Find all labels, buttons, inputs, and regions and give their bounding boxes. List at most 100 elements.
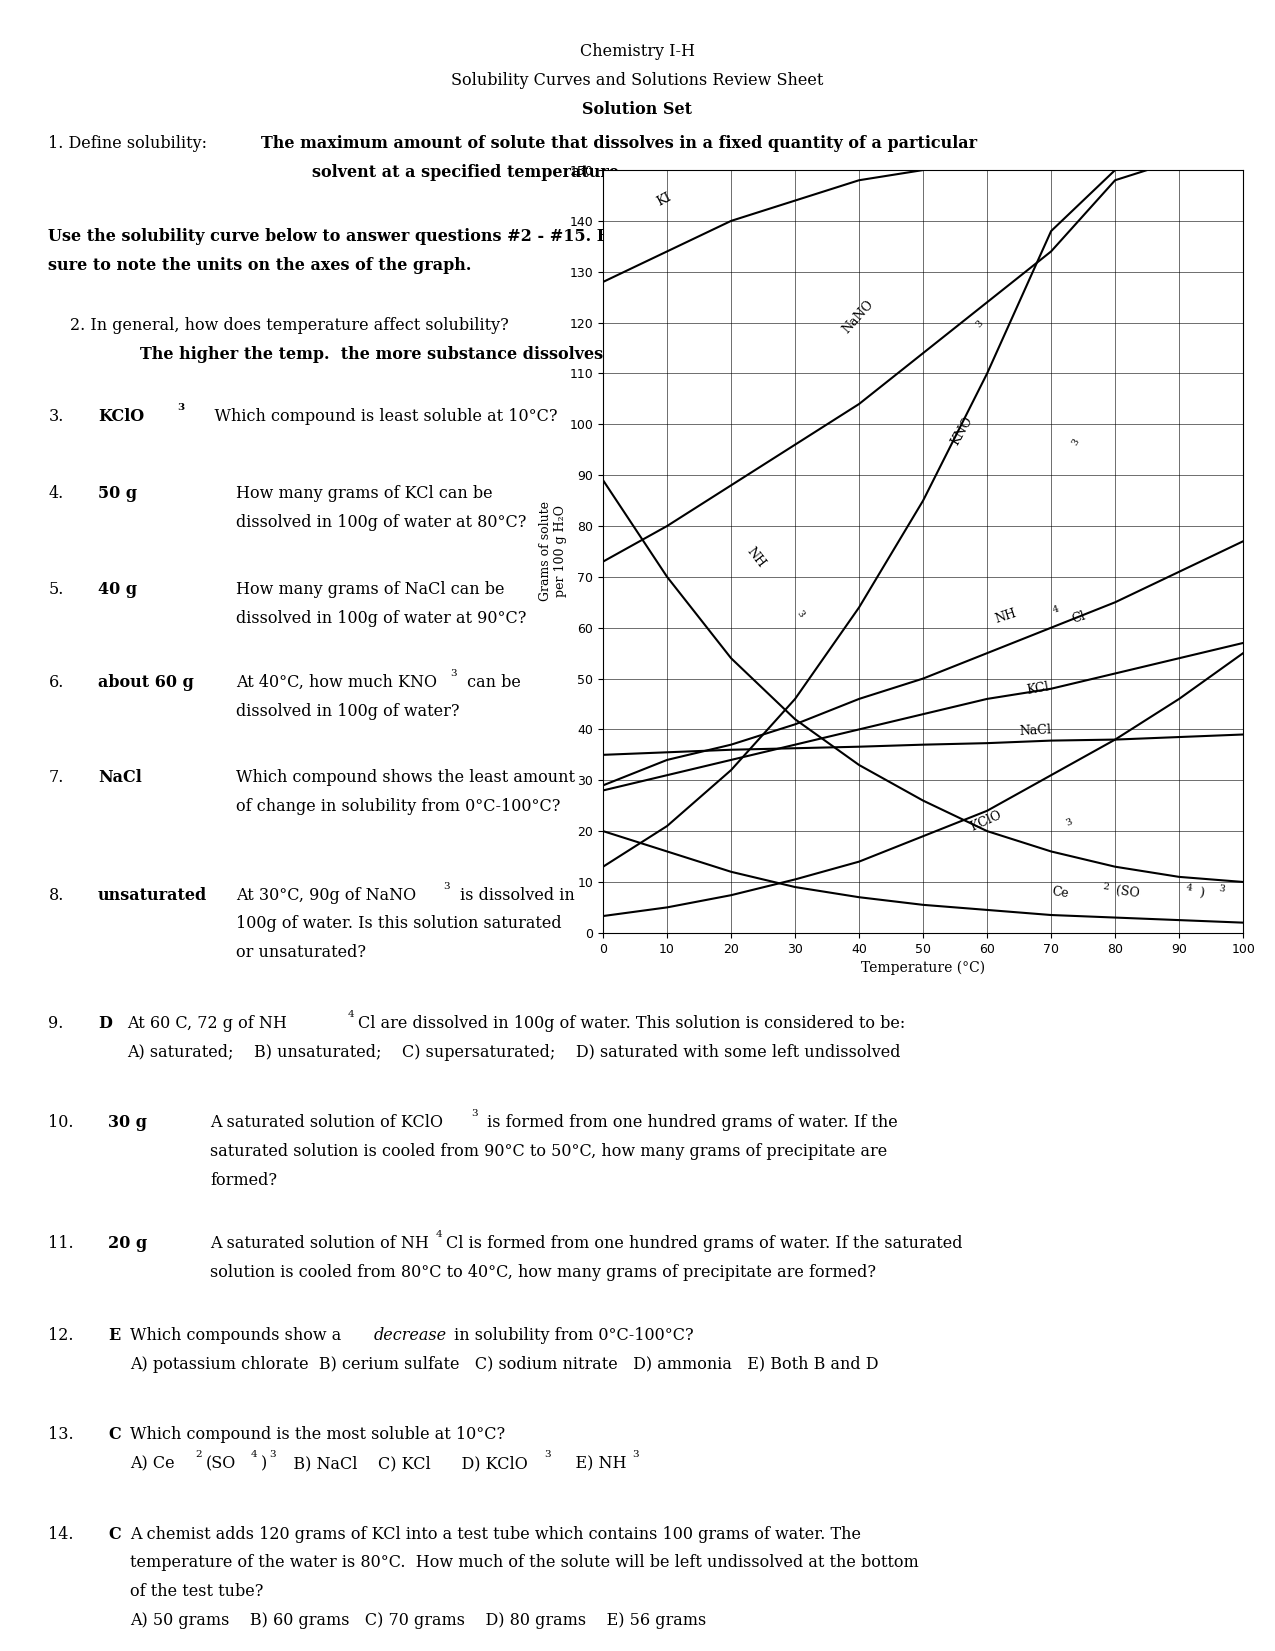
Text: is dissolved in: is dissolved in [455, 887, 575, 903]
Text: At 60 C, 72 g of NH: At 60 C, 72 g of NH [128, 1015, 287, 1032]
Text: solvent at a specified temperature.: solvent at a specified temperature. [312, 165, 625, 182]
Text: Cl: Cl [1070, 609, 1088, 626]
Text: ): ) [1198, 887, 1205, 900]
Text: Which compound is least soluble at 10°C?: Which compound is least soluble at 10°C? [194, 408, 557, 424]
Text: 3: 3 [544, 1450, 551, 1459]
Text: A) potassium chlorate  B) cerium sulfate   C) sodium nitrate   D) ammonia   E) B: A) potassium chlorate B) cerium sulfate … [130, 1357, 878, 1374]
Text: Solubility Curves and Solutions Review Sheet: Solubility Curves and Solutions Review S… [451, 73, 824, 89]
Text: is formed from one hundred grams of water. If the: is formed from one hundred grams of wate… [482, 1114, 898, 1131]
Text: E) NH: E) NH [555, 1456, 626, 1473]
Text: 3: 3 [444, 882, 450, 890]
Text: 100g of water. Is this solution saturated: 100g of water. Is this solution saturate… [236, 915, 561, 933]
Text: dissolved in 100g of water at 80°C?: dissolved in 100g of water at 80°C? [236, 515, 527, 532]
Text: Which compound is the most soluble at 10°C?: Which compound is the most soluble at 10… [130, 1426, 505, 1443]
X-axis label: Temperature (°C): Temperature (°C) [861, 961, 986, 976]
Text: 50 g: 50 g [98, 485, 138, 502]
Text: 4: 4 [348, 1010, 354, 1019]
Text: 3: 3 [269, 1450, 275, 1459]
Text: How many grams of NaCl can be: How many grams of NaCl can be [236, 581, 505, 598]
Text: dissolved in 100g of water?: dissolved in 100g of water? [236, 703, 459, 720]
Text: 4: 4 [1186, 883, 1193, 893]
Text: B) NaCl    C) KCl      D) KClO: B) NaCl C) KCl D) KClO [278, 1456, 528, 1473]
Text: 6.: 6. [48, 674, 64, 690]
Text: 10.: 10. [48, 1114, 74, 1131]
Text: 20 g: 20 g [108, 1235, 148, 1251]
Text: (SO: (SO [205, 1456, 236, 1473]
Text: sure to note the units on the axes of the graph.: sure to note the units on the axes of th… [48, 256, 472, 274]
Text: 3: 3 [974, 319, 986, 330]
Text: 8.: 8. [48, 887, 64, 903]
Text: saturated solution is cooled from 90°C to 50°C, how many grams of precipitate ar: saturated solution is cooled from 90°C t… [210, 1142, 887, 1161]
Text: D: D [98, 1015, 112, 1032]
Text: Solution Set: Solution Set [583, 101, 692, 117]
Text: Cl are dissolved in 100g of water. This solution is considered to be:: Cl are dissolved in 100g of water. This … [358, 1015, 905, 1032]
Text: 2. In general, how does temperature affect solubility?: 2. In general, how does temperature affe… [70, 317, 509, 334]
Text: 12.: 12. [48, 1327, 74, 1344]
Text: KClO: KClO [968, 809, 1003, 834]
Text: NaCl: NaCl [1019, 723, 1052, 738]
Text: 40 g: 40 g [98, 581, 138, 598]
Text: 3: 3 [796, 609, 806, 619]
Text: Cl is formed from one hundred grams of water. If the saturated: Cl is formed from one hundred grams of w… [446, 1235, 963, 1251]
Text: (SO: (SO [1116, 883, 1141, 900]
Text: temperature of the water is 80°C.  How much of the solute will be left undissolv: temperature of the water is 80°C. How mu… [130, 1555, 919, 1572]
Y-axis label: Grams of solute
per 100 g H₂O: Grams of solute per 100 g H₂O [539, 502, 566, 601]
Text: KNO: KNO [949, 414, 975, 447]
Text: KI: KI [654, 190, 673, 208]
Text: 3: 3 [632, 1450, 639, 1459]
Text: 9.: 9. [48, 1015, 64, 1032]
Text: 30 g: 30 g [108, 1114, 148, 1131]
Text: 5.: 5. [48, 581, 64, 598]
Text: The higher the temp.  the more substance dissolves: The higher the temp. the more substance … [140, 345, 603, 363]
Text: 2: 2 [1103, 882, 1109, 892]
Text: A) Ce: A) Ce [130, 1456, 175, 1473]
Text: How many grams of KCl can be: How many grams of KCl can be [236, 485, 492, 502]
Text: At 30°C, 90g of NaNO: At 30°C, 90g of NaNO [236, 887, 416, 903]
Text: Which compounds show a: Which compounds show a [130, 1327, 347, 1344]
Text: Chemistry I-H: Chemistry I-H [580, 43, 695, 59]
Text: C: C [108, 1526, 121, 1542]
Text: C: C [108, 1426, 121, 1443]
Text: 3: 3 [1070, 438, 1081, 447]
Text: unsaturated: unsaturated [98, 887, 208, 903]
Text: 3: 3 [177, 403, 185, 411]
Text: Ce: Ce [1051, 885, 1070, 900]
Text: At 40°C, how much KNO: At 40°C, how much KNO [236, 674, 437, 690]
Text: Use the solubility curve below to answer questions #2 - #15. Be: Use the solubility curve below to answer… [48, 228, 621, 244]
Text: Which compound shows the least amount: Which compound shows the least amount [236, 769, 575, 786]
Text: ): ) [261, 1456, 268, 1473]
Text: 3: 3 [472, 1109, 478, 1118]
Text: A) 50 grams    B) 60 grams   C) 70 grams    D) 80 grams    E) 56 grams: A) 50 grams B) 60 grams C) 70 grams D) 8… [130, 1611, 706, 1630]
Text: 11.: 11. [48, 1235, 74, 1251]
Text: A) saturated;    B) unsaturated;    C) supersaturated;    D) saturated with some: A) saturated; B) unsaturated; C) supersa… [128, 1045, 901, 1062]
Text: 3: 3 [1063, 817, 1074, 829]
Text: decrease: decrease [374, 1327, 446, 1344]
Text: 14.: 14. [48, 1526, 74, 1542]
Text: of the test tube?: of the test tube? [130, 1583, 264, 1600]
Text: A saturated solution of KClO: A saturated solution of KClO [210, 1114, 444, 1131]
Text: 4: 4 [436, 1230, 442, 1238]
Text: formed?: formed? [210, 1172, 278, 1189]
Text: KClO: KClO [98, 408, 144, 424]
Text: 1. Define solubility:: 1. Define solubility: [48, 135, 208, 152]
Text: 4: 4 [1051, 604, 1060, 614]
Text: NaCl: NaCl [98, 769, 142, 786]
Text: 4.: 4. [48, 485, 64, 502]
Text: 3: 3 [1218, 885, 1225, 895]
Text: NH: NH [993, 606, 1019, 626]
Text: 13.: 13. [48, 1426, 74, 1443]
Text: about 60 g: about 60 g [98, 674, 194, 690]
Text: 3.: 3. [48, 408, 64, 424]
Text: dissolved in 100g of water at 90°C?: dissolved in 100g of water at 90°C? [236, 609, 527, 627]
Text: E: E [108, 1327, 121, 1344]
Text: 7.: 7. [48, 769, 64, 786]
Text: A saturated solution of NH: A saturated solution of NH [210, 1235, 430, 1251]
Text: 3: 3 [450, 669, 456, 677]
Text: of change in solubility from 0°C-100°C?: of change in solubility from 0°C-100°C? [236, 797, 560, 816]
Text: 4: 4 [251, 1450, 258, 1459]
Text: NH: NH [743, 545, 768, 570]
Text: or unsaturated?: or unsaturated? [236, 944, 366, 961]
Text: NaNO: NaNO [840, 297, 876, 335]
Text: 2: 2 [195, 1450, 201, 1459]
Text: can be: can be [462, 674, 520, 690]
